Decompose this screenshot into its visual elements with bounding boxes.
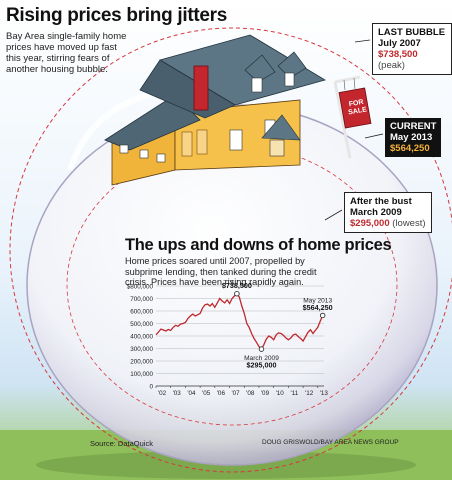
y-tick-label: 300,000 — [130, 346, 153, 353]
y-tick-label: 100,000 — [130, 371, 153, 378]
annotation-value: $738,500 — [222, 281, 252, 290]
price-series-line — [155, 292, 324, 351]
callout-last-bubble-value: $738,500 — [378, 49, 418, 60]
annotation-marker — [258, 346, 265, 352]
x-tick-label: '12 — [305, 390, 314, 397]
x-tick-label: '05 — [202, 390, 211, 397]
x-tick-label: '08 — [246, 390, 255, 397]
x-tick-label: '09 — [261, 390, 270, 397]
chart-description: Home prices soared until 2007, propelled… — [125, 256, 317, 287]
callout-bust-date: March 2009 — [350, 207, 402, 218]
callout-last-bubble-title: LAST BUBBLE — [378, 27, 446, 38]
bubble-highlight — [67, 92, 151, 171]
outer-dashed-ring — [9, 27, 452, 473]
x-tick-label: '03 — [173, 390, 182, 397]
callout-bust-value: $295,000 — [350, 218, 390, 229]
annotation-date: March 2009 — [244, 355, 279, 362]
x-tick-label: '07 — [231, 390, 240, 397]
chart-annotations: July 2007$738,500 March 2009$295,000 May 2… — [222, 280, 333, 370]
callout-last-bubble-date: July 2007 — [378, 38, 421, 49]
y-tick-label: 0 — [149, 384, 153, 391]
x-tick-label: '06 — [217, 390, 226, 397]
chart-subhead: The ups and downs of home prices — [125, 236, 392, 254]
annotation-value: $564,250 — [303, 303, 333, 312]
x-tick-label: '10 — [276, 390, 285, 397]
x-tick-label: '02 — [158, 390, 167, 397]
y-tick-label: 700,000 — [130, 296, 153, 303]
y-tick-label: 200,000 — [130, 359, 153, 366]
callout-current: CURRENT May 2013 $564,250 — [385, 118, 442, 157]
intro-text: Bay Area single-family home prices have … — [6, 31, 127, 75]
credit-line: DOUG GRISWOLD/BAY AREA NEWS GROUP — [262, 439, 399, 446]
annotation-marker — [319, 312, 326, 319]
source-note: Source: DataQuick — [90, 439, 153, 448]
annotation-value: $295,000 — [246, 361, 276, 370]
callout-last-bubble-note: (peak) — [378, 60, 405, 71]
price-line-chart: $800,000 700,000 600,000 500,000 400,000 300,… — [127, 280, 333, 397]
callout-current-value: $564,250 — [390, 143, 430, 154]
x-tick-label: '04 — [187, 390, 196, 397]
x-tick-labels: '02 '03 '04 '05 '06 '07 '08 '09 '10 '11 '12 '13 — [155, 386, 329, 397]
callout-last-bubble: LAST BUBBLE July 2007 $738,500 (peak) — [372, 23, 452, 75]
inner-dashed-ring — [66, 144, 398, 426]
callout-current-date: May 2013 — [390, 132, 433, 143]
for-sale-sign — [333, 75, 372, 159]
house-illustration — [104, 34, 327, 186]
annotation-date: July 2007 — [223, 280, 252, 283]
x-tick-label: '11 — [291, 390, 299, 397]
annotation-marker — [234, 290, 240, 297]
headline: Rising prices bring jitters — [6, 5, 228, 26]
y-tick-label: $800,000 — [127, 284, 154, 291]
y-tick-label: 600,000 — [130, 309, 153, 316]
y-tick-label: 500,000 — [130, 321, 153, 328]
annotation-date: May 2013 — [303, 297, 332, 304]
y-tick-label: 400,000 — [130, 334, 153, 341]
chimney — [193, 65, 209, 111]
x-tick-label: '13 — [320, 390, 329, 397]
y-tick-labels: $800,000 700,000 600,000 500,000 400,000 300,… — [127, 284, 154, 391]
callout-bust: After the bust March 2009 $295,000 (lowe… — [344, 192, 432, 233]
callout-bust-title: After the bust — [350, 196, 412, 207]
callout-current-title: CURRENT — [390, 121, 437, 132]
callout-bust-note: (lowest) — [392, 218, 426, 229]
